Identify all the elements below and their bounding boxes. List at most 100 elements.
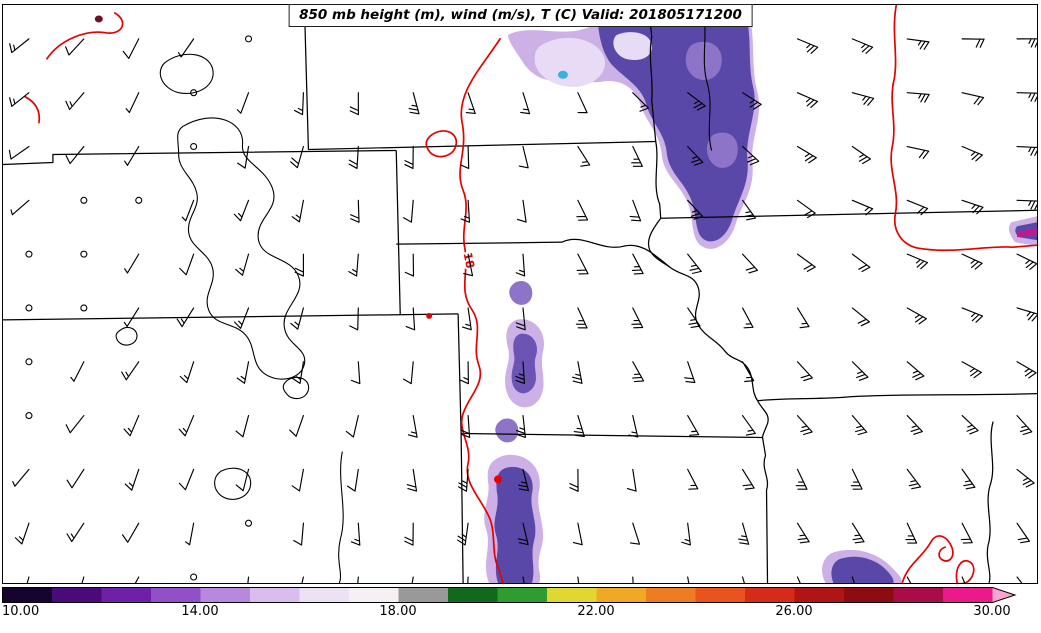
wind-barb [125, 92, 140, 114]
wind-barb [796, 307, 810, 329]
wind-barb [796, 522, 810, 544]
colorbar-tick-label: 14.00 [181, 604, 219, 619]
wind-barb [294, 253, 304, 277]
wind-barb [345, 415, 359, 438]
map-plot-area: 18 [2, 4, 1038, 584]
wind-barb [905, 522, 918, 544]
wind-barb [851, 145, 871, 165]
wind-barb [796, 92, 819, 109]
wind-barb [632, 361, 645, 383]
wind-barb [515, 415, 526, 438]
wind-barb [124, 468, 140, 491]
wind-barb [123, 415, 140, 437]
wind-barb [405, 307, 416, 331]
colorbar-tick-label: 26.00 [775, 604, 813, 619]
wind-barb [1016, 199, 1037, 210]
calm-wind-station [25, 412, 33, 420]
colorbar-segment [893, 587, 943, 603]
wind-barb [520, 92, 531, 115]
wind-barb [577, 576, 580, 583]
wind-barb [290, 145, 304, 169]
wind-barb [515, 253, 526, 277]
wind-barb [12, 468, 30, 487]
wind-barb [796, 38, 819, 54]
calm-wind-station [80, 250, 88, 258]
wind-barb [961, 253, 983, 270]
calm-wind-station [190, 142, 198, 151]
wind-barb [906, 576, 912, 583]
wind-barb [291, 199, 304, 223]
wind-barb [961, 415, 979, 435]
wind-barb [460, 199, 471, 223]
calm-wind-station [190, 89, 198, 97]
wind-barb [741, 199, 757, 221]
wind-barb [681, 522, 691, 546]
wind-barb [179, 361, 195, 384]
wind-barb [906, 415, 923, 435]
wind-barb [577, 145, 591, 167]
wind-barb [463, 253, 474, 277]
wind-barb [70, 361, 85, 382]
wind-barb [741, 576, 745, 583]
calm-wind-station [80, 196, 88, 204]
wind-barb [851, 307, 870, 327]
colorbar-segment [398, 587, 448, 603]
wind-barb [850, 468, 863, 490]
calm-wind-station [25, 358, 33, 366]
wind-barb [9, 92, 30, 107]
wind-barb [576, 253, 589, 275]
wind-barb [1016, 38, 1037, 48]
wind-barb [122, 38, 140, 59]
wind-barb [1016, 92, 1037, 102]
wind-barb [687, 92, 706, 111]
wind-barb [65, 145, 85, 165]
wind-barb [631, 253, 644, 275]
wind-barb [738, 522, 750, 545]
colorbar-segment [299, 587, 349, 603]
wind-barb [459, 145, 470, 170]
colorbar-segment [497, 587, 547, 603]
colorbar-tick-label: 22.00 [577, 604, 615, 619]
wind-barb [515, 307, 526, 331]
wind-barb [9, 38, 30, 54]
wind-barb [349, 92, 359, 116]
wind-barb [290, 307, 304, 330]
wind-barb [467, 576, 469, 583]
red-temperature-contours [24, 5, 1037, 583]
wind-barb [741, 468, 755, 490]
calm-wind-station [135, 196, 143, 204]
wind-barb [629, 522, 641, 545]
wind-barb [1016, 415, 1033, 436]
wind-barb [632, 92, 649, 112]
wind-barb [569, 468, 579, 492]
colorbar-outline [2, 587, 1017, 603]
wind-barb [741, 307, 754, 329]
wind-barb [741, 253, 759, 274]
colorbar-segment [943, 587, 993, 603]
wind-barb [178, 415, 195, 437]
calm-wind-station [25, 304, 33, 312]
wind-barb [906, 361, 925, 381]
colorbar-segment [794, 587, 844, 603]
wind-barb [348, 253, 359, 277]
wind-barb [403, 199, 414, 223]
wind-barb [851, 361, 869, 381]
wind-barb [576, 199, 589, 221]
wind-barbs [8, 35, 1037, 583]
wind-barb [459, 361, 469, 385]
colorbar [2, 587, 1022, 604]
colorbar-segment [101, 587, 151, 603]
wind-barb [176, 307, 195, 328]
wind-barb [741, 92, 762, 110]
wind-barb [14, 522, 30, 545]
wind-barb [961, 307, 984, 323]
calm-wind-station [25, 250, 33, 258]
wind-barb [961, 576, 966, 583]
wind-barb [851, 253, 871, 273]
colorbar-segment [200, 587, 250, 603]
wind-barb [350, 361, 361, 385]
wind-barb [1016, 576, 1023, 583]
colorbar-tick-label: 10.00 [2, 604, 40, 619]
wind-barb [461, 307, 472, 331]
wind-barb [518, 145, 529, 169]
